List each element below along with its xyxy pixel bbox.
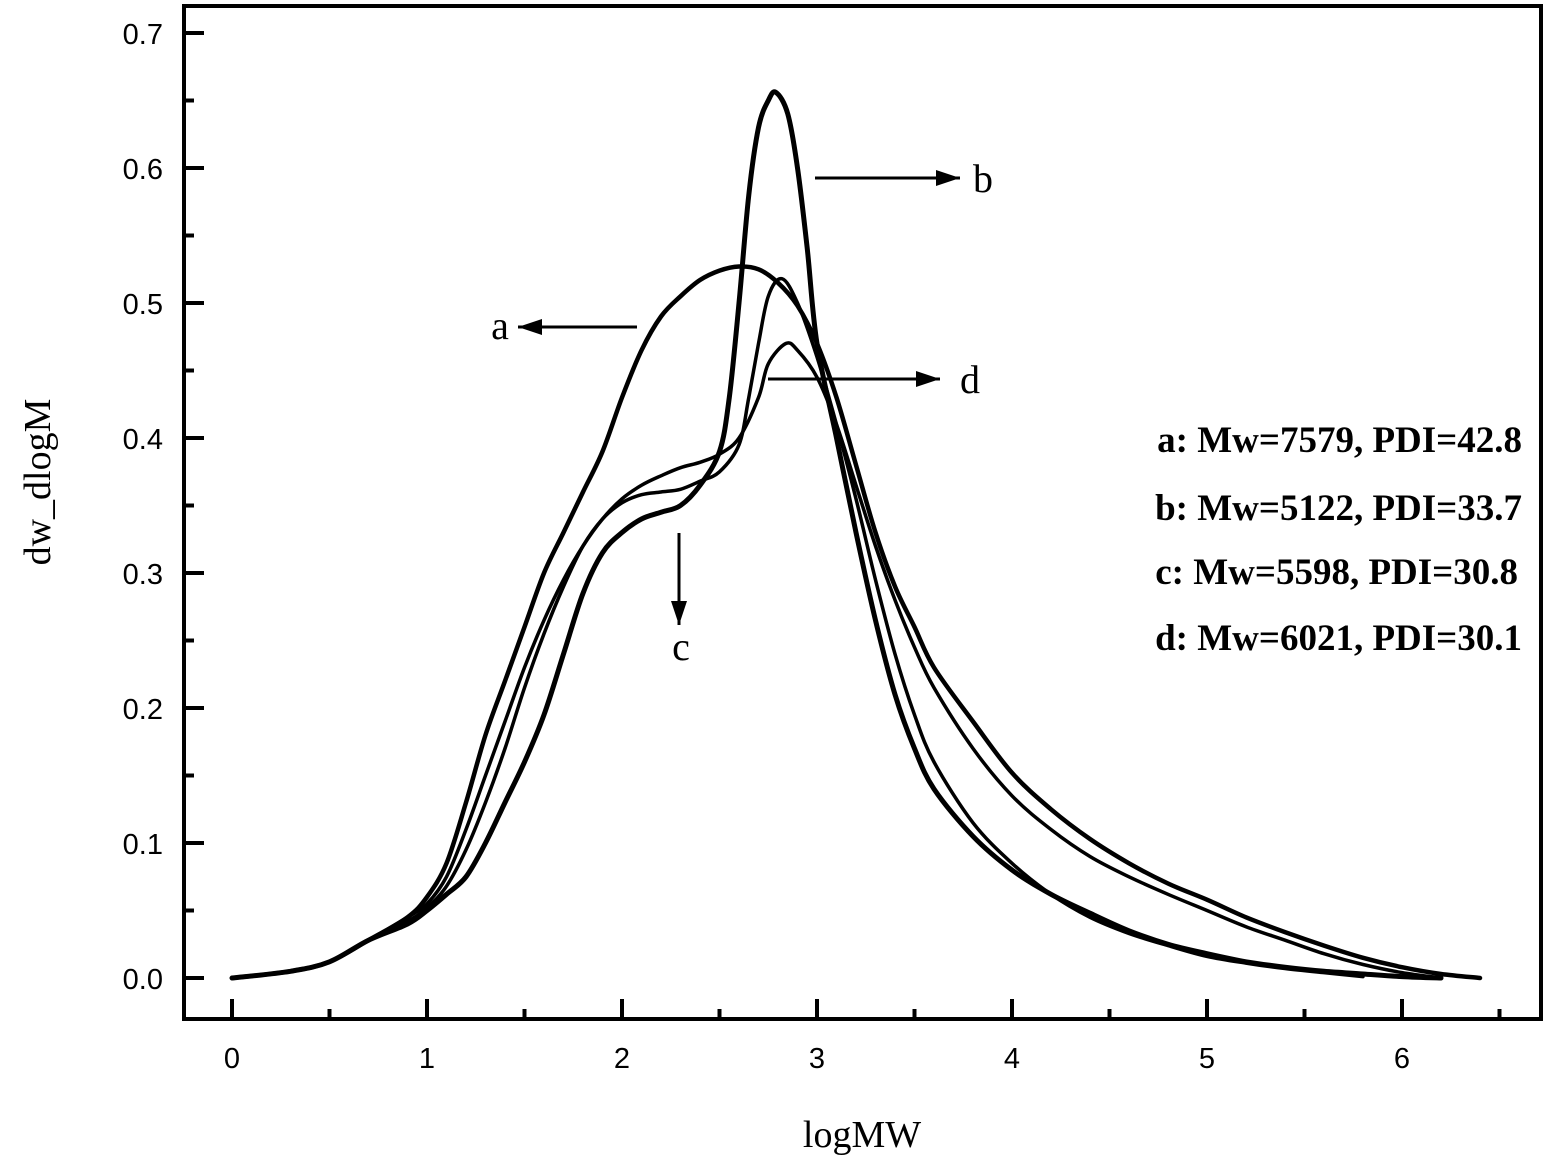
x-tick-label: 2 [614,1043,630,1075]
x-tick-label: 4 [1004,1043,1020,1075]
annotation-label-d: d [960,357,980,402]
series-line-b [229,89,1444,981]
x-axis-title: logMW [803,1114,921,1156]
y-tick-label: 0.2 [123,694,163,726]
curve-annotations: a b c d [491,156,993,669]
x-axis-tick-labels: 0 1 2 3 4 5 6 [224,1043,1410,1075]
annotation-label-b: b [973,156,993,201]
arrowhead-icon [916,371,940,387]
y-tick-label: 0.7 [123,19,163,51]
arrowhead-icon [671,601,687,625]
series-line-a [229,264,1483,981]
y-axis-ticks [184,31,204,980]
y-tick-label: 0.1 [123,829,163,861]
y-axis-title: dw_dlogM [17,399,59,566]
series-line-c [230,276,1365,980]
x-tick-label: 1 [419,1043,435,1075]
arrowhead-icon [936,170,960,186]
y-tick-label: 0.4 [123,424,163,456]
y-tick-label: 0.3 [123,559,163,591]
series-line-d [230,341,1443,980]
x-tick-label: 6 [1394,1043,1410,1075]
y-axis-tick-labels: 0.0 0.1 0.2 0.3 0.4 0.5 0.6 0.7 [123,19,163,996]
legend-entry-c: c: Mw=5598, PDI=30.8 [1155,552,1518,593]
y-tick-label: 0.6 [123,154,163,186]
plot-frame [182,4,1543,1021]
x-tick-label: 0 [224,1043,240,1075]
annotation-label-a: a [491,303,509,348]
x-tick-label: 5 [1199,1043,1215,1075]
legend: a: Mw=7579, PDI=42.8 b: Mw=5122, PDI=33.… [1155,420,1522,659]
y-tick-label: 0.5 [123,289,163,321]
legend-entry-b: b: Mw=5122, PDI=33.7 [1155,488,1522,529]
series-lines [229,89,1483,981]
annotation-label-c: c [672,624,690,669]
x-axis-ticks [230,999,1502,1019]
legend-entry-a: a: Mw=7579, PDI=42.8 [1157,420,1522,461]
y-tick-label: 0.0 [123,964,163,996]
x-tick-label: 3 [809,1043,825,1075]
arrowhead-icon [518,319,542,335]
legend-entry-d: d: Mw=6021, PDI=30.1 [1155,618,1522,659]
